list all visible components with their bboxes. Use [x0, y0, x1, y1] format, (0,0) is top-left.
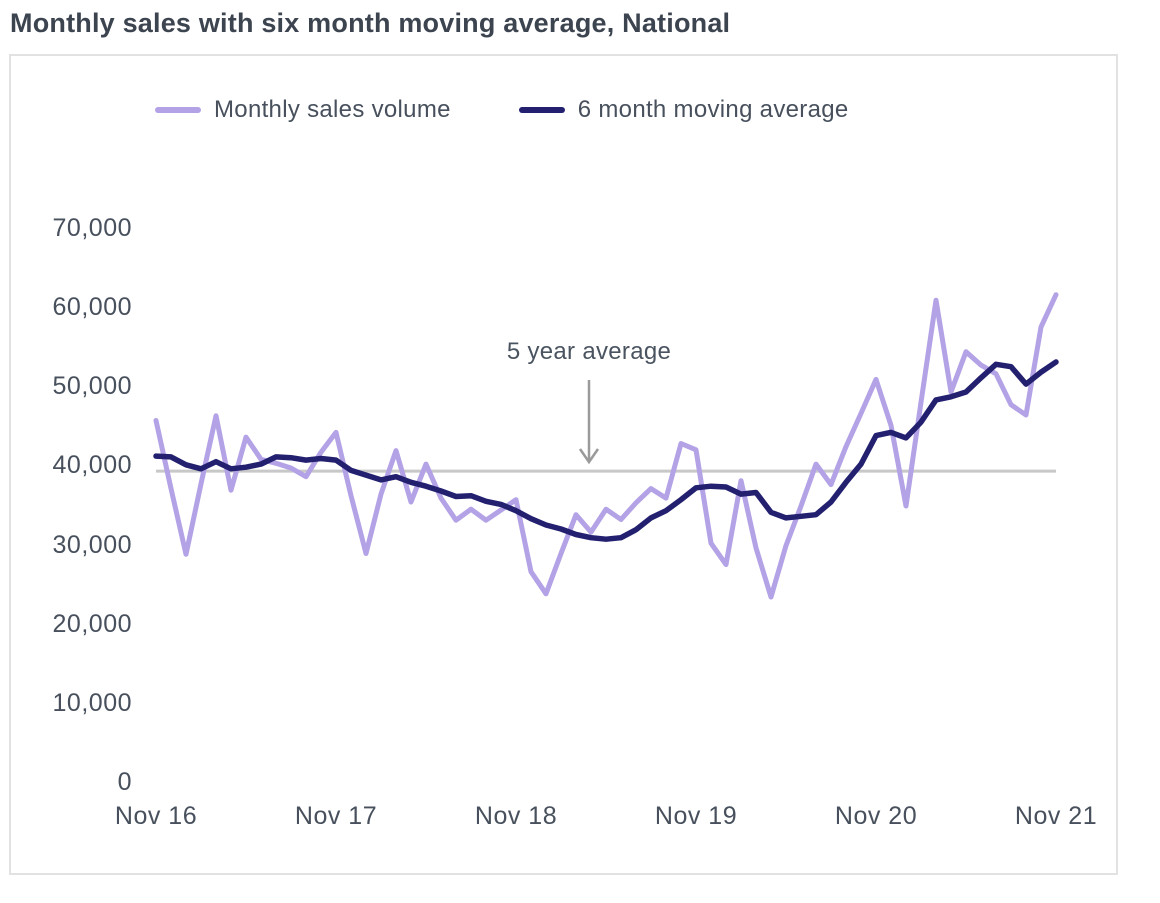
- legend: Monthly sales volume 6 month moving aver…: [155, 96, 849, 124]
- chart-panel: Monthly sales volume 6 month moving aver…: [9, 54, 1118, 875]
- x-axis-tick-labels: Nov 16 Nov 17 Nov 18 Nov 19 Nov 20 Nov 21: [11, 56, 1116, 873]
- monthly-sales-line-swatch-icon: [155, 107, 201, 113]
- y-tick-label: 50,000: [52, 372, 132, 401]
- x-tick-label: Nov 21: [1014, 802, 1098, 830]
- y-tick-label: 0: [117, 768, 132, 796]
- moving-average-line: [153, 359, 1059, 542]
- moving-average-line-swatch-icon: [518, 107, 565, 113]
- legend-item-moving-average: 6 month moving average: [518, 96, 849, 124]
- legend-label-monthly-sales: Monthly sales volume: [214, 96, 451, 123]
- legend-label-moving-average: 6 month moving average: [577, 96, 849, 123]
- y-tick-label: 10,000: [52, 688, 132, 717]
- x-tick-label: Nov 18: [474, 802, 558, 830]
- y-tick-label: 20,000: [52, 609, 132, 638]
- y-tick-label: 40,000: [52, 451, 132, 480]
- annotation-arrowhead-icon: [578, 448, 600, 465]
- y-axis-tick-labels: 0 10,000 20,000 30,000 40,000 50,000 60,000 70,…: [11, 56, 132, 873]
- line-chart-plot: [153, 292, 1059, 600]
- x-tick-label: Nov 17: [294, 802, 378, 830]
- y-tick-label: 70,000: [52, 214, 132, 242]
- average-annotation-label: 5 year average: [506, 338, 672, 365]
- x-tick-label: Nov 19: [654, 802, 738, 830]
- x-tick-label: Nov 16: [114, 802, 198, 830]
- y-tick-label: 60,000: [52, 293, 132, 322]
- legend-item-monthly-sales: Monthly sales volume: [155, 96, 451, 124]
- monthly-sales-line: [153, 292, 1059, 600]
- chart-title: Monthly sales with six month moving aver…: [10, 8, 731, 38]
- y-tick-label: 30,000: [52, 530, 132, 559]
- x-tick-label: Nov 20: [834, 802, 918, 830]
